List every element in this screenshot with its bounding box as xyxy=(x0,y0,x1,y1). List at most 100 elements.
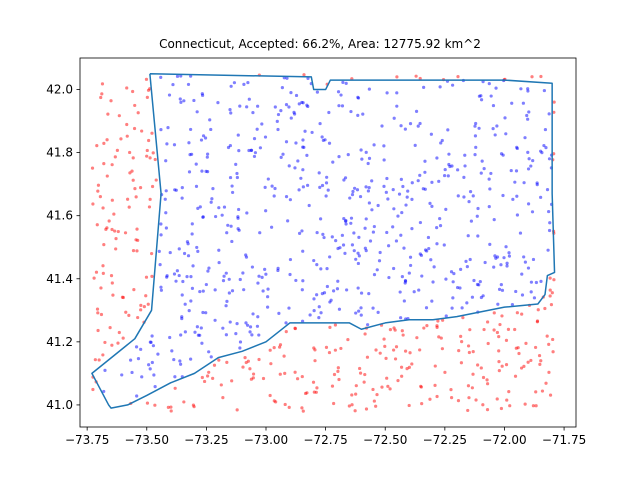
accepted-point xyxy=(545,187,550,192)
accepted-point xyxy=(301,138,305,142)
rejected-point xyxy=(467,350,471,355)
rejected-point xyxy=(248,367,252,371)
accepted-point xyxy=(266,177,270,181)
accepted-point xyxy=(395,104,399,108)
x-tick-label: −73.75 xyxy=(65,433,109,447)
accepted-point xyxy=(178,359,182,363)
rejected-point xyxy=(374,348,378,352)
accepted-point xyxy=(319,267,323,271)
rejected-point xyxy=(150,252,154,256)
accepted-point xyxy=(475,214,479,218)
x-tick-label: −72.75 xyxy=(303,433,347,447)
accepted-point xyxy=(377,259,382,263)
accepted-point xyxy=(187,141,191,145)
accepted-point xyxy=(525,113,529,118)
accepted-point xyxy=(258,146,263,150)
rejected-point xyxy=(332,401,336,406)
rejected-point xyxy=(132,288,136,292)
accepted-point xyxy=(192,98,196,103)
accepted-point xyxy=(200,341,204,345)
rejected-point xyxy=(96,311,100,315)
accepted-point xyxy=(523,260,527,264)
accepted-point xyxy=(174,188,178,192)
accepted-point xyxy=(471,194,475,198)
accepted-point xyxy=(167,93,172,97)
accepted-point xyxy=(273,105,277,109)
rejected-point xyxy=(131,249,136,253)
rejected-point xyxy=(110,227,114,232)
accepted-point xyxy=(179,100,183,104)
accepted-point xyxy=(286,219,290,223)
accepted-point xyxy=(337,155,341,159)
accepted-point xyxy=(514,289,518,294)
accepted-point xyxy=(429,132,433,136)
rejected-point xyxy=(505,398,509,402)
accepted-point xyxy=(478,280,482,284)
accepted-point xyxy=(300,319,305,323)
accepted-point xyxy=(458,286,462,290)
accepted-point xyxy=(198,289,202,294)
accepted-point xyxy=(380,124,384,128)
accepted-point xyxy=(225,299,229,303)
accepted-point xyxy=(297,231,302,235)
accepted-point xyxy=(402,246,406,250)
accepted-point xyxy=(410,181,414,185)
rejected-point xyxy=(441,318,445,322)
rejected-point xyxy=(440,347,444,351)
rejected-point xyxy=(169,405,173,409)
accepted-point xyxy=(515,194,519,198)
rejected-point xyxy=(552,100,556,104)
rejected-point xyxy=(358,371,363,375)
rejected-point xyxy=(393,357,398,361)
accepted-point xyxy=(331,160,335,164)
accepted-point xyxy=(209,127,213,132)
rejected-point xyxy=(154,178,158,182)
accepted-point xyxy=(358,194,363,199)
accepted-point xyxy=(344,222,348,226)
accepted-point xyxy=(234,332,238,336)
accepted-point xyxy=(479,94,483,98)
rejected-point xyxy=(350,403,354,407)
y-tick-label: 41.8 xyxy=(46,146,73,160)
accepted-point xyxy=(483,260,487,265)
accepted-point xyxy=(315,90,319,94)
accepted-point xyxy=(470,295,475,299)
accepted-point xyxy=(432,265,436,269)
rejected-point xyxy=(407,365,411,369)
accepted-point xyxy=(321,232,325,237)
accepted-point xyxy=(190,222,194,226)
rejected-point xyxy=(543,306,547,311)
accepted-point xyxy=(195,110,199,114)
accepted-point xyxy=(294,141,298,145)
accepted-point xyxy=(255,127,259,131)
accepted-point xyxy=(505,264,509,268)
rejected-point xyxy=(419,385,423,389)
accepted-point xyxy=(327,141,332,145)
accepted-point xyxy=(263,135,268,139)
rejected-point xyxy=(225,360,229,364)
accepted-point xyxy=(466,234,470,238)
accepted-point xyxy=(360,157,364,161)
rejected-point xyxy=(471,372,475,376)
accepted-point xyxy=(171,82,175,87)
rejected-point xyxy=(333,348,337,352)
accepted-point xyxy=(430,204,434,208)
accepted-point xyxy=(319,217,323,221)
rejected-point xyxy=(378,351,382,355)
rejected-point xyxy=(203,379,207,384)
accepted-point xyxy=(287,306,291,310)
accepted-point xyxy=(519,87,523,91)
accepted-point xyxy=(201,134,206,138)
rejected-point xyxy=(339,346,343,351)
accepted-point xyxy=(211,187,215,191)
accepted-point xyxy=(532,296,537,300)
rejected-point xyxy=(403,349,408,353)
rejected-point xyxy=(166,405,170,409)
rejected-point xyxy=(422,326,426,330)
rejected-point xyxy=(95,223,99,227)
accepted-point xyxy=(463,164,467,168)
accepted-point xyxy=(165,142,169,146)
accepted-point xyxy=(198,205,202,209)
accepted-point xyxy=(284,103,289,107)
accepted-point xyxy=(324,181,329,185)
